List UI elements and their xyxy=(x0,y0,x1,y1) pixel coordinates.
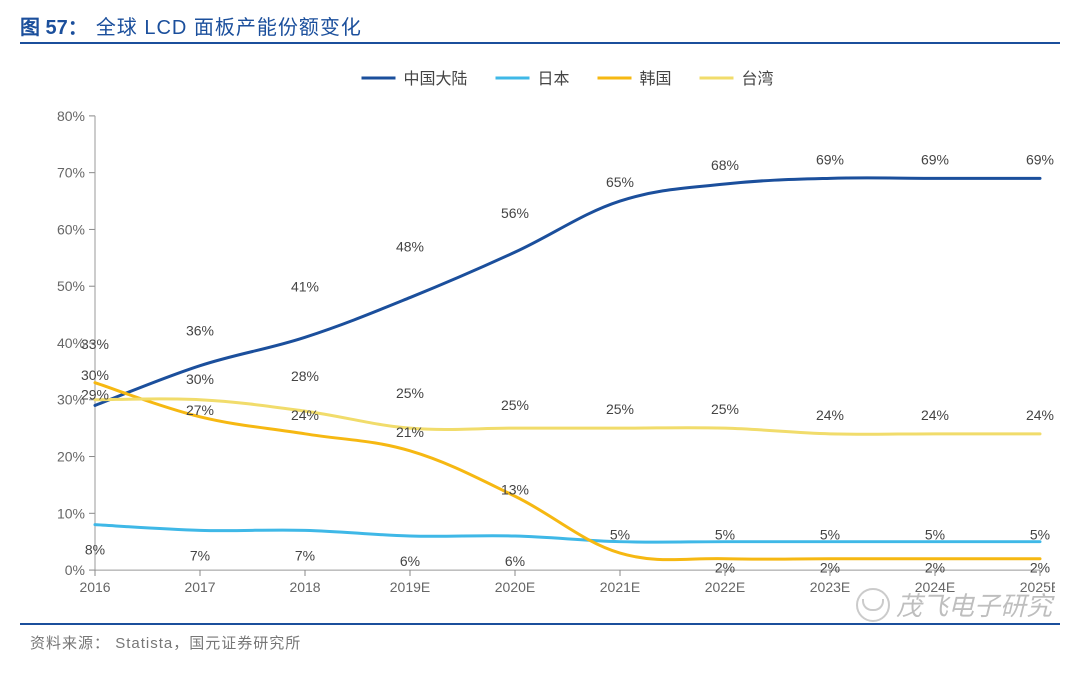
svg-text:2%: 2% xyxy=(1030,560,1050,576)
svg-text:65%: 65% xyxy=(606,174,634,190)
svg-text:台湾: 台湾 xyxy=(742,70,774,88)
svg-text:24%: 24% xyxy=(921,407,949,423)
svg-text:2020E: 2020E xyxy=(495,579,535,595)
svg-text:2022E: 2022E xyxy=(705,579,745,595)
svg-text:2%: 2% xyxy=(820,560,840,576)
svg-text:韩国: 韩国 xyxy=(640,70,672,88)
svg-text:70%: 70% xyxy=(57,165,85,181)
svg-text:80%: 80% xyxy=(57,108,85,124)
source-value: Statista，国元证券研究所 xyxy=(115,635,301,652)
svg-text:20%: 20% xyxy=(57,449,85,465)
svg-text:24%: 24% xyxy=(816,407,844,423)
source-citation: 资料来源： Statista，国元证券研究所 xyxy=(30,632,301,653)
svg-text:2018: 2018 xyxy=(289,579,320,595)
svg-text:日本: 日本 xyxy=(538,70,570,88)
svg-text:2019E: 2019E xyxy=(390,579,430,595)
svg-text:2016: 2016 xyxy=(79,579,110,595)
svg-text:41%: 41% xyxy=(291,278,319,294)
svg-text:25%: 25% xyxy=(396,385,424,401)
svg-text:0%: 0% xyxy=(65,562,85,578)
svg-text:2021E: 2021E xyxy=(600,579,640,595)
svg-text:69%: 69% xyxy=(816,151,844,167)
source-label: 资料来源： xyxy=(30,635,110,652)
svg-text:5%: 5% xyxy=(610,527,630,543)
svg-text:6%: 6% xyxy=(400,553,420,569)
svg-text:13%: 13% xyxy=(501,481,529,497)
figure-title: 全球 LCD 面板产能份额变化 xyxy=(96,11,362,40)
svg-text:60%: 60% xyxy=(57,221,85,237)
svg-text:56%: 56% xyxy=(501,205,529,221)
svg-text:2017: 2017 xyxy=(184,579,215,595)
svg-text:69%: 69% xyxy=(1026,151,1054,167)
svg-text:2024E: 2024E xyxy=(915,579,955,595)
svg-text:2025E: 2025E xyxy=(1020,579,1055,595)
svg-text:33%: 33% xyxy=(81,336,109,352)
svg-text:2023E: 2023E xyxy=(810,579,850,595)
svg-text:24%: 24% xyxy=(291,407,319,423)
svg-text:69%: 69% xyxy=(921,151,949,167)
svg-text:2%: 2% xyxy=(925,560,945,576)
svg-text:50%: 50% xyxy=(57,278,85,294)
footer-divider xyxy=(20,623,1060,625)
svg-text:30%: 30% xyxy=(186,371,214,387)
svg-text:6%: 6% xyxy=(505,553,525,569)
svg-text:25%: 25% xyxy=(711,401,739,417)
svg-text:48%: 48% xyxy=(396,239,424,255)
svg-text:8%: 8% xyxy=(85,542,105,558)
svg-text:25%: 25% xyxy=(501,397,529,413)
svg-text:28%: 28% xyxy=(291,368,319,384)
svg-text:5%: 5% xyxy=(1030,527,1050,543)
svg-text:7%: 7% xyxy=(190,547,210,563)
svg-text:29%: 29% xyxy=(81,386,109,402)
svg-text:21%: 21% xyxy=(396,424,424,440)
svg-text:10%: 10% xyxy=(57,505,85,521)
svg-text:5%: 5% xyxy=(820,527,840,543)
figure-number: 图 57： xyxy=(20,11,88,40)
figure-header: 图 57： 全球 LCD 面板产能份额变化 xyxy=(20,0,1060,44)
svg-text:5%: 5% xyxy=(715,527,735,543)
svg-text:5%: 5% xyxy=(925,527,945,543)
svg-text:25%: 25% xyxy=(606,401,634,417)
svg-text:68%: 68% xyxy=(711,157,739,173)
svg-text:36%: 36% xyxy=(186,323,214,339)
svg-text:中国大陆: 中国大陆 xyxy=(404,70,468,88)
svg-text:27%: 27% xyxy=(186,402,214,418)
svg-text:7%: 7% xyxy=(295,547,315,563)
svg-text:30%: 30% xyxy=(81,367,109,383)
svg-text:2%: 2% xyxy=(715,560,735,576)
svg-text:24%: 24% xyxy=(1026,407,1054,423)
line-chart: 0%10%20%30%40%50%60%70%80%20162017201820… xyxy=(20,56,1055,610)
